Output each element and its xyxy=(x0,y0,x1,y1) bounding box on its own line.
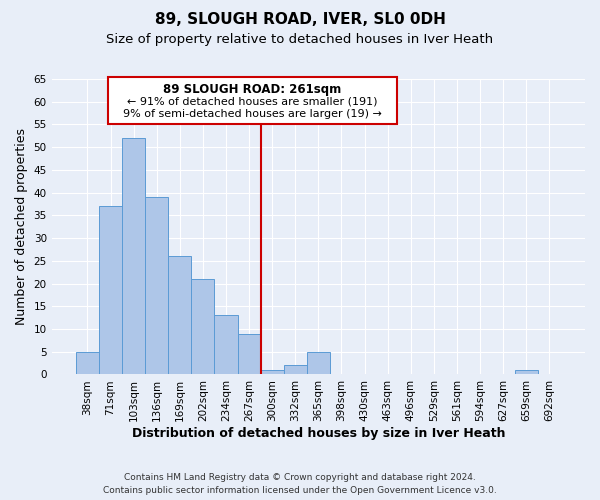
Bar xyxy=(238,334,260,374)
Text: Contains HM Land Registry data © Crown copyright and database right 2024.: Contains HM Land Registry data © Crown c… xyxy=(124,472,476,482)
Text: Contains public sector information licensed under the Open Government Licence v3: Contains public sector information licen… xyxy=(103,486,497,495)
Text: Size of property relative to detached houses in Iver Heath: Size of property relative to detached ho… xyxy=(106,32,494,46)
Text: ← 91% of detached houses are smaller (191): ← 91% of detached houses are smaller (19… xyxy=(127,96,378,106)
Text: 89, SLOUGH ROAD, IVER, SL0 0DH: 89, SLOUGH ROAD, IVER, SL0 0DH xyxy=(155,12,445,28)
Bar xyxy=(76,352,99,374)
Bar xyxy=(191,279,214,374)
Text: 89 SLOUGH ROAD: 261sqm: 89 SLOUGH ROAD: 261sqm xyxy=(163,82,341,96)
Text: 9% of semi-detached houses are larger (19) →: 9% of semi-detached houses are larger (1… xyxy=(123,110,382,120)
Bar xyxy=(99,206,122,374)
Bar xyxy=(515,370,538,374)
Y-axis label: Number of detached properties: Number of detached properties xyxy=(15,128,28,325)
FancyBboxPatch shape xyxy=(108,76,397,124)
Bar xyxy=(284,366,307,374)
X-axis label: Distribution of detached houses by size in Iver Heath: Distribution of detached houses by size … xyxy=(131,427,505,440)
Bar xyxy=(260,370,284,374)
Bar xyxy=(122,138,145,374)
Bar xyxy=(307,352,330,374)
Bar xyxy=(145,197,168,374)
Bar xyxy=(168,256,191,374)
Bar xyxy=(214,316,238,374)
